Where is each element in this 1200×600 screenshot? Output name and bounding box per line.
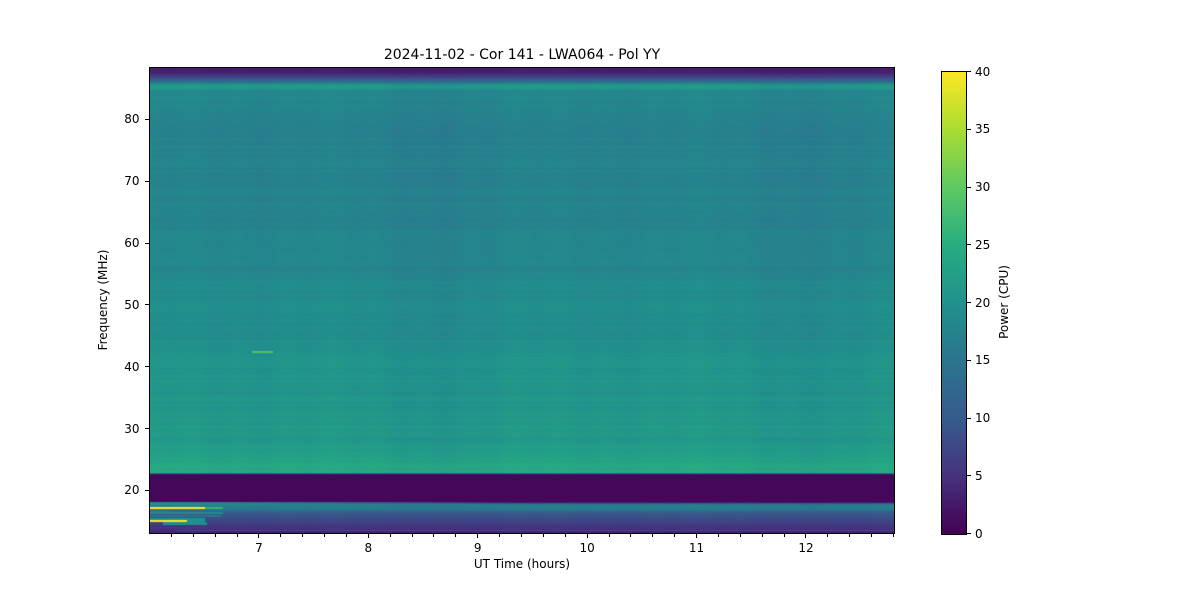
x-minor-tick xyxy=(499,534,501,537)
colorbar-tick xyxy=(967,475,971,477)
colorbar-tick xyxy=(967,417,971,419)
x-minor-tick xyxy=(761,534,763,537)
x-tick-label: 10 xyxy=(579,540,595,555)
colorbar-tick xyxy=(967,244,971,246)
x-minor-tick xyxy=(345,534,347,537)
colorbar-tick xyxy=(967,71,971,72)
colorbar-tick xyxy=(967,302,971,303)
colorbar-tick-label: 5 xyxy=(975,468,983,483)
colorbar-tick xyxy=(967,359,971,361)
colorbar-tick-label: 20 xyxy=(975,295,991,310)
y-tick xyxy=(145,366,149,368)
x-minor-tick xyxy=(192,534,194,537)
x-minor-tick xyxy=(783,534,785,537)
x-minor-tick xyxy=(630,534,632,537)
x-tick-label: 9 xyxy=(473,540,482,555)
colorbar-tick-label: 30 xyxy=(975,180,991,194)
y-tick xyxy=(145,118,149,120)
x-minor-tick xyxy=(674,534,676,537)
plot-area xyxy=(149,67,895,534)
x-minor-tick xyxy=(849,534,851,537)
y-tick xyxy=(145,489,149,491)
x-minor-tick xyxy=(389,534,391,537)
x-tick xyxy=(696,534,698,538)
x-minor-tick xyxy=(893,534,894,537)
x-minor-tick xyxy=(411,534,413,537)
y-tick xyxy=(145,304,149,306)
x-minor-tick xyxy=(324,534,326,537)
colorbar-tick xyxy=(967,533,971,534)
colorbar xyxy=(941,71,967,535)
colorbar-tick-label: 10 xyxy=(975,411,991,425)
colorbar-tick xyxy=(967,186,971,188)
x-tick-label: 7 xyxy=(255,540,263,555)
x-tick xyxy=(805,534,807,538)
colorbar-tick-label: 15 xyxy=(975,353,991,368)
x-minor-tick xyxy=(236,534,238,537)
x-tick-label: 11 xyxy=(688,540,705,555)
x-minor-tick xyxy=(739,534,741,537)
x-minor-tick xyxy=(871,534,873,537)
y-tick-label: 60 xyxy=(124,236,140,251)
x-minor-tick xyxy=(280,534,282,537)
x-minor-tick xyxy=(433,534,435,537)
x-tick xyxy=(258,534,260,538)
y-tick-label: 50 xyxy=(124,297,140,312)
chart-title: 2024-11-02 - Cor 141 - LWA064 - Pol YY xyxy=(383,47,661,63)
y-tick-label: 70 xyxy=(124,174,140,189)
colorbar-tick-label: 25 xyxy=(975,237,991,252)
x-minor-tick xyxy=(455,534,457,537)
y-tick-label: 20 xyxy=(124,483,140,498)
colorbar-tick-label: 35 xyxy=(975,122,991,137)
x-minor-tick xyxy=(717,534,719,537)
x-minor-tick xyxy=(542,534,544,537)
x-minor-tick xyxy=(608,534,610,537)
x-axis-label: UT Time (hours) xyxy=(473,557,571,571)
x-minor-tick xyxy=(827,534,829,537)
x-minor-tick xyxy=(652,534,654,537)
y-tick xyxy=(145,180,149,182)
x-tick-label: 12 xyxy=(798,540,814,555)
x-minor-tick xyxy=(302,534,304,537)
y-tick-label: 40 xyxy=(124,359,140,374)
colorbar-label: Power (CPU) xyxy=(997,265,1011,339)
colorbar-tick-label: 0 xyxy=(975,526,983,541)
x-tick xyxy=(586,534,588,538)
y-tick xyxy=(145,242,149,244)
y-tick-label: 80 xyxy=(124,112,140,127)
x-tick xyxy=(477,534,479,538)
spectrogram-canvas xyxy=(150,68,894,533)
y-tick xyxy=(145,428,149,430)
y-axis-label: Frequency (MHz) xyxy=(96,249,110,351)
x-minor-tick xyxy=(521,534,522,537)
x-tick xyxy=(367,534,369,538)
x-minor-tick xyxy=(564,534,566,537)
colorbar-tick xyxy=(967,128,971,130)
colorbar-tick-label: 40 xyxy=(975,64,991,79)
y-tick-label: 30 xyxy=(124,421,140,436)
x-minor-tick xyxy=(214,534,216,537)
x-minor-tick xyxy=(170,534,172,537)
x-tick-label: 8 xyxy=(364,540,373,555)
